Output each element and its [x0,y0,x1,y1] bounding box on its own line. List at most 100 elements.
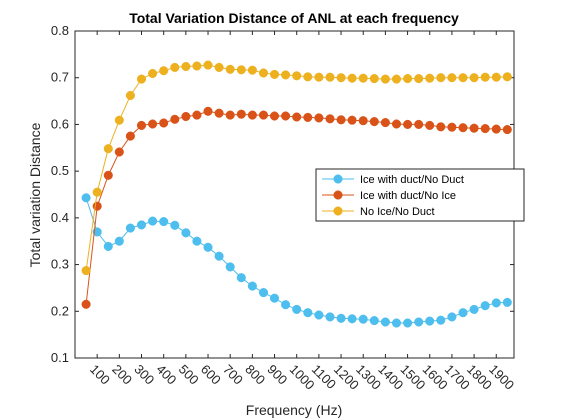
data-point [125,90,135,101]
data-point [159,217,169,227]
data-point [159,118,169,128]
legend-marker [333,206,343,216]
data-point [236,109,246,119]
data-point [136,220,147,230]
data-point [303,112,313,122]
data-point [281,111,291,121]
data-point [170,114,180,124]
y-tick-label: 0.2 [51,303,69,318]
data-point [214,62,224,72]
y-tick-label: 0.6 [51,116,69,131]
data-point [159,66,169,76]
data-point [480,72,490,82]
data-point [369,117,379,127]
data-point [258,110,269,120]
data-point [92,187,102,197]
data-point [480,301,490,311]
data-point [292,112,302,122]
data-point [458,123,468,133]
data-point [292,304,302,314]
data-point [303,308,313,318]
data-point [425,73,435,83]
data-point [436,315,446,325]
y-tick-label: 0.1 [51,350,69,365]
data-point [136,74,147,84]
data-point [403,74,413,84]
data-point [81,299,91,309]
chart-title: Total Variation Distance of ANL at each … [129,10,459,26]
data-point [114,115,124,125]
data-point [369,74,379,84]
data-point [436,122,446,132]
data-point [458,73,468,83]
data-point [269,69,280,79]
data-point [491,124,501,134]
data-point [369,316,379,326]
data-point [214,251,224,261]
data-point [81,266,91,276]
data-point [181,228,191,238]
data-point [125,131,135,141]
data-point [447,73,457,83]
data-point [358,73,368,83]
data-point [414,119,424,129]
data-point [203,60,213,70]
legend-entry: No Ice/No Duct [360,206,435,218]
y-tick-label: 0.3 [51,257,69,272]
data-point [225,110,235,120]
data-point [502,125,512,135]
data-point [403,119,413,129]
data-point [225,262,235,272]
data-point [336,73,346,83]
data-point [269,293,280,303]
data-point [358,116,368,126]
y-tick-label: 0.8 [51,23,69,38]
data-point [236,65,246,75]
data-point [225,64,235,74]
data-point [480,124,490,134]
data-point [425,120,435,130]
data-point [314,72,324,82]
data-point [425,316,435,326]
data-point [192,110,202,120]
data-point [236,273,246,283]
data-point [258,68,269,78]
data-point [325,312,335,322]
y-tick-label: 0.4 [51,210,69,225]
data-point [469,304,479,314]
data-point [247,110,257,120]
data-point [203,106,213,116]
data-point [281,300,291,310]
data-point [391,318,402,328]
data-point [436,73,446,83]
data-point [403,318,413,328]
y-axis-label: Total variation Distance [27,122,43,267]
data-point [247,281,257,291]
data-point [92,201,102,211]
data-point [336,313,346,323]
data-point [347,314,357,324]
data-point [114,236,124,246]
data-point [258,288,269,298]
legend-entry: Ice with duct/No Duct [360,174,464,186]
data-point [114,147,124,157]
data-point [314,113,324,123]
data-point [469,73,479,83]
data-point [103,170,113,180]
data-point [380,118,390,128]
data-point [414,74,424,84]
y-tick-label: 0.7 [51,70,69,85]
data-point [292,71,302,81]
legend-marker [333,190,343,200]
data-point [103,241,113,251]
data-point [181,61,191,72]
y-tick-label: 0.5 [51,163,69,178]
data-point [380,74,390,84]
data-point [347,115,357,125]
data-point [391,119,402,129]
data-point [269,111,280,121]
data-point [170,62,180,72]
plot-area: 0.10.20.30.40.50.60.70.81002003004005006… [51,23,525,393]
